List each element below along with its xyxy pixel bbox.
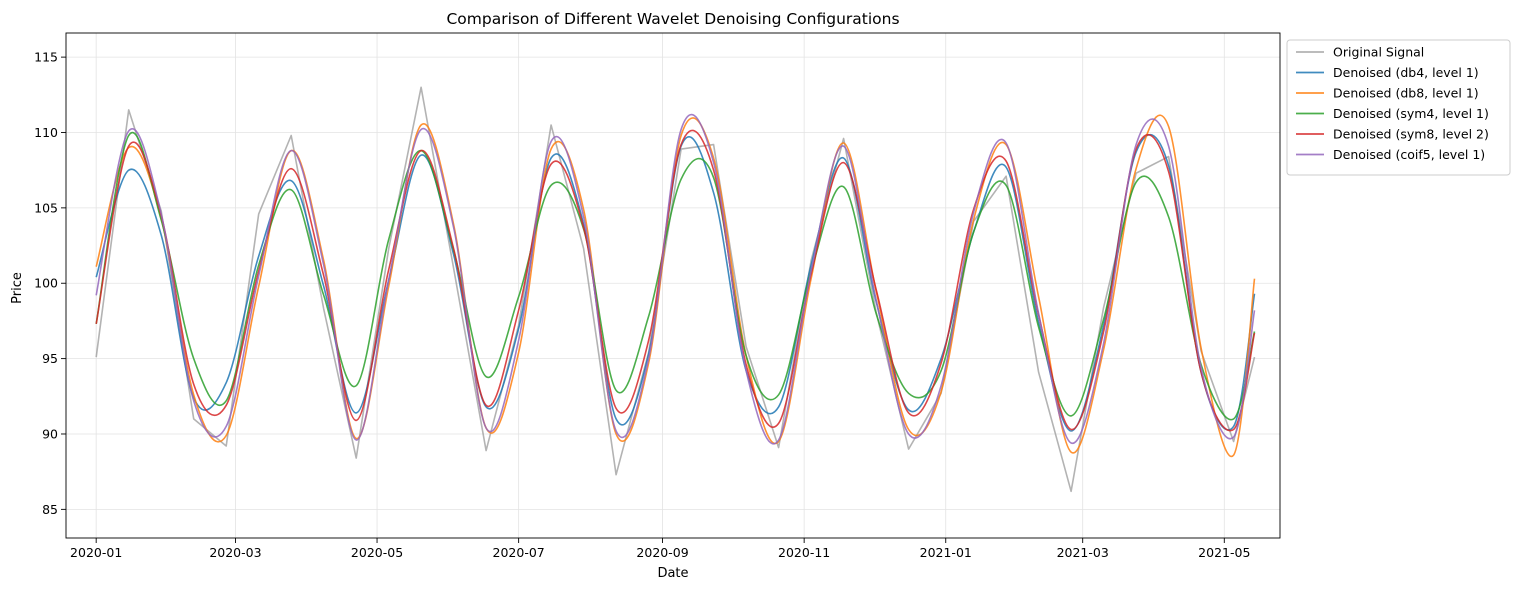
legend-box bbox=[1286, 39, 1511, 176]
x-tick-label: 2020-01 bbox=[70, 545, 122, 560]
x-tick-label: 2021-05 bbox=[1198, 545, 1250, 560]
series-lines bbox=[95, 86, 1256, 493]
series-line-5 bbox=[95, 114, 1256, 445]
y-tick-label: 115 bbox=[34, 50, 58, 65]
x-tick-label: 2020-05 bbox=[351, 545, 403, 560]
chart-title: Comparison of Different Wavelet Denoisin… bbox=[446, 10, 899, 28]
x-tick-label: 2020-07 bbox=[493, 545, 545, 560]
series-line-0 bbox=[95, 86, 1256, 493]
y-tick-label: 100 bbox=[34, 276, 58, 291]
series-line-3 bbox=[95, 132, 1256, 421]
y-tick-label: 95 bbox=[42, 351, 58, 366]
x-axis-ticks: 2020-01 2020-03 2020-05 2020-07 2020-09 2020-… bbox=[70, 538, 1250, 560]
y-tick-label: 105 bbox=[34, 200, 58, 215]
y-tick-label: 85 bbox=[42, 502, 58, 517]
legend-entry-label: Denoised (sym8, level 2) bbox=[1333, 127, 1489, 142]
x-axis-label: Date bbox=[657, 566, 688, 581]
y-tick-label: 90 bbox=[42, 426, 58, 441]
x-tick-label: 2021-01 bbox=[920, 545, 972, 560]
legend: Original Signal Denoised (db4, level 1) De… bbox=[1286, 39, 1511, 176]
x-tick-label: 2021-03 bbox=[1057, 545, 1109, 560]
legend-entry-label: Denoised (coif5, level 1) bbox=[1333, 147, 1485, 162]
y-axis-ticks: 85 90 95 100 105 110 115 bbox=[34, 50, 66, 517]
y-axis-label: Price bbox=[10, 272, 25, 304]
legend-entry-label: Denoised (db4, level 1) bbox=[1333, 65, 1479, 80]
plot-area-frame bbox=[65, 32, 1281, 539]
legend-entry-label: Denoised (sym4, level 1) bbox=[1333, 106, 1489, 121]
x-tick-label: 2020-11 bbox=[778, 545, 830, 560]
legend-entry-label: Denoised (db8, level 1) bbox=[1333, 86, 1479, 101]
series-line-4 bbox=[95, 129, 1256, 432]
y-tick-label: 110 bbox=[34, 125, 58, 140]
x-tick-label: 2020-09 bbox=[636, 545, 688, 560]
x-tick-label: 2020-03 bbox=[209, 545, 261, 560]
legend-entry-label: Original Signal bbox=[1333, 45, 1424, 60]
